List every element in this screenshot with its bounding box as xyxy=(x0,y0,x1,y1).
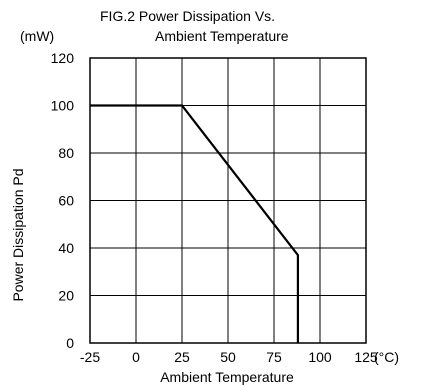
x-tick-label-5: 100 xyxy=(308,349,332,365)
x-tick-label-0: -25 xyxy=(80,349,100,365)
y-tick-label-2: 40 xyxy=(58,240,74,256)
grid xyxy=(89,57,367,344)
y-tick-label-6: 120 xyxy=(51,50,75,66)
y-tick-labels: 0 20 40 60 80 100 120 xyxy=(51,50,75,351)
x-tick-label-2: 25 xyxy=(174,349,190,365)
y-tick-label-0: 0 xyxy=(66,335,74,351)
y-axis-unit: (mW) xyxy=(20,28,54,44)
y-tick-label-3: 60 xyxy=(58,193,74,209)
x-axis-label: Ambient Temperature xyxy=(160,369,294,385)
x-tick-label-3: 50 xyxy=(220,349,236,365)
y-tick-label-5: 100 xyxy=(51,98,75,114)
x-tick-label-4: 75 xyxy=(266,349,282,365)
chart-title-line1: FIG.2 Power Dissipation Vs. xyxy=(100,8,275,24)
x-tick-label-1: 0 xyxy=(132,349,140,365)
x-tick-label-6: 125 xyxy=(354,349,378,365)
y-axis-label: Power Dissipation Pd xyxy=(10,168,26,301)
x-tick-labels: -25 0 25 50 75 100 125 xyxy=(80,349,378,365)
x-axis-unit: (°C) xyxy=(374,349,399,365)
y-tick-label-4: 80 xyxy=(58,145,74,161)
plot-frame xyxy=(89,57,367,344)
series-line-0 xyxy=(90,104,300,343)
series-group xyxy=(90,104,300,343)
y-tick-label-1: 20 xyxy=(58,288,74,304)
chart-title-line2: Ambient Temperature xyxy=(155,28,289,44)
